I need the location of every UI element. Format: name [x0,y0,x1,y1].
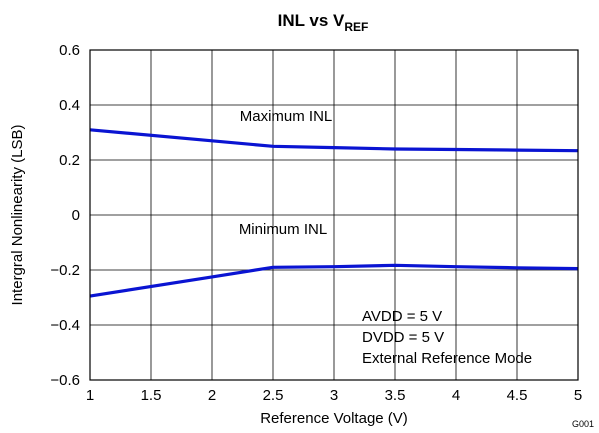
y-axis-label: Intergral Nonlinearity (LSB) [9,125,26,306]
x-tick-label: 3.5 [385,387,406,404]
y-tick-label: 0.6 [59,42,80,59]
series-line-minimum-inl [89,263,579,298]
x-tick-label: 2 [208,387,216,404]
chart-title: INL vs VREF [278,11,369,34]
y-tick-label: 0 [72,207,80,224]
grid [90,50,578,380]
chart-title-main: INL vs V [278,11,345,30]
x-tick-label: 1.5 [141,387,162,404]
series-line-maximum-inl [89,128,579,153]
x-tick-label: 4 [452,387,460,404]
annotation-avdd: AVDD = 5 V [362,308,442,325]
x-tick-label: 2.5 [263,387,284,404]
y-tick-label: −0.6 [50,372,80,389]
annotation-reference-mode: External Reference Mode [362,350,532,367]
x-tick-label: 1 [86,387,94,404]
y-tick-label: −0.2 [50,262,80,279]
x-tick-label: 4.5 [507,387,528,404]
figure-code: G001 [572,419,594,429]
x-tick-label: 3 [330,387,338,404]
plot-area-border [89,49,579,381]
y-tick-label: 0.4 [59,97,80,114]
series-lines [89,128,579,298]
y-tick-label: 0.2 [59,152,80,169]
chart-title-subscript: REF [344,20,368,34]
annotation-dvdd: DVDD = 5 V [362,329,444,346]
y-tick-label: −0.4 [50,317,80,334]
series-label-maximum: Maximum INL [240,108,333,125]
x-axis-label: Reference Voltage (V) [260,410,408,427]
series-label-minimum: Minimum INL [239,221,327,238]
tick-labels: 1 1.5 2 2.5 3 3.5 4 4.5 5 −0.6 −0.4 −0.2 0 0.2 0.4 0.6 [50,42,582,404]
x-tick-label: 5 [574,387,582,404]
